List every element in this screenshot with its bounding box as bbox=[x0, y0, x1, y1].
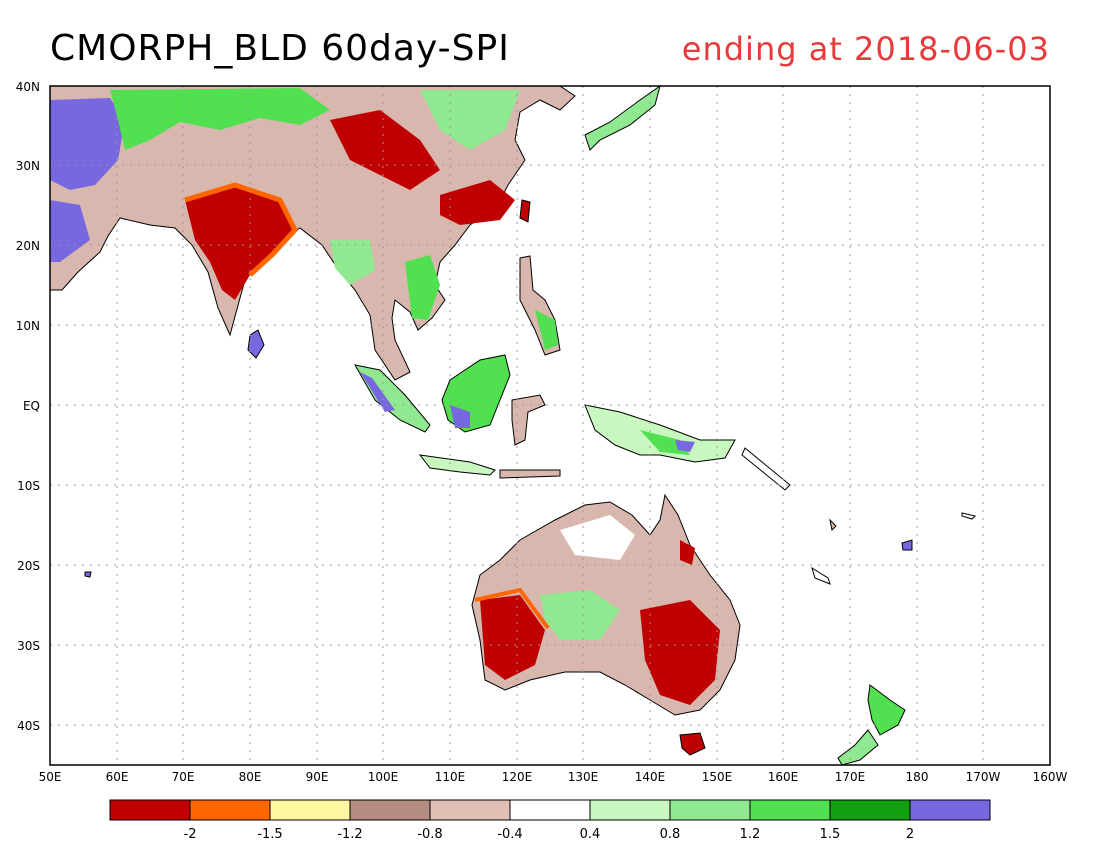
lon-label: 80E bbox=[239, 770, 262, 784]
colorbar-swatch bbox=[509, 799, 591, 821]
india-orange-rim bbox=[184, 182, 299, 277]
lat-label: 20S bbox=[17, 559, 40, 573]
lon-label: 180 bbox=[906, 770, 929, 784]
sumatra-wet bbox=[360, 372, 395, 412]
new-zealand-north bbox=[867, 684, 906, 736]
borneo bbox=[441, 354, 511, 433]
colorbar-boxes bbox=[109, 799, 991, 821]
lon-label: 110E bbox=[435, 770, 466, 784]
arabia-wet bbox=[50, 200, 90, 262]
new-caledonia bbox=[811, 566, 831, 585]
lat-label: 10S bbox=[17, 479, 40, 493]
taiwan bbox=[519, 199, 531, 223]
mauritius bbox=[84, 571, 92, 578]
australia-sw-dry bbox=[480, 595, 545, 680]
lon-label: 160W bbox=[1033, 770, 1068, 784]
lon-label: 170E bbox=[835, 770, 866, 784]
indochina-wet bbox=[405, 255, 440, 320]
lon-label: 100E bbox=[368, 770, 399, 784]
india-dry bbox=[185, 185, 295, 300]
philippines-wet bbox=[535, 310, 558, 350]
lon-label: 50E bbox=[39, 770, 62, 784]
myanmar-wet bbox=[330, 240, 375, 285]
sulawesi bbox=[511, 394, 546, 446]
colorbar-label: 0.8 bbox=[660, 827, 681, 842]
lon-label: 120E bbox=[502, 770, 533, 784]
colorbar-swatch bbox=[349, 799, 431, 821]
samoa bbox=[961, 512, 976, 520]
colorbar-swatch bbox=[109, 799, 191, 821]
colorbar-swatch bbox=[269, 799, 351, 821]
lat-label: 30N bbox=[16, 159, 40, 173]
latitude-labels: 40N 30N 20N 10N EQ 10S 20S 30S 40S bbox=[16, 80, 40, 733]
colorbar-swatch bbox=[589, 799, 671, 821]
lat-label: EQ bbox=[23, 399, 40, 413]
se-china-dry bbox=[440, 180, 515, 225]
tasmania bbox=[679, 732, 706, 756]
lon-label: 140E bbox=[635, 770, 666, 784]
land-areas bbox=[50, 86, 976, 765]
new-zealand-south bbox=[837, 729, 879, 765]
map-grid bbox=[50, 86, 1050, 765]
lat-label: 40N bbox=[16, 80, 40, 94]
colorbar-label: 1.5 bbox=[820, 827, 841, 842]
fiji bbox=[901, 539, 913, 551]
colorbar-swatch bbox=[669, 799, 751, 821]
lon-label: 130E bbox=[568, 770, 599, 784]
colorbar-label: -0.8 bbox=[417, 827, 442, 842]
australia-orange bbox=[474, 587, 550, 630]
lon-label: 160E bbox=[768, 770, 799, 784]
lon-label: 60E bbox=[106, 770, 129, 784]
colorbar-swatch bbox=[189, 799, 271, 821]
lon-label: 170W bbox=[966, 770, 1001, 784]
colorbar-label: -1.2 bbox=[337, 827, 362, 842]
sri-lanka bbox=[247, 329, 265, 359]
green-band-2 bbox=[420, 90, 520, 150]
lat-label: 10N bbox=[16, 319, 40, 333]
central-asia-wet bbox=[50, 98, 125, 190]
vanuatu bbox=[829, 518, 837, 532]
map-subtitle-date: ending at 2018-06-03 bbox=[681, 30, 1050, 68]
colorbar-swatch bbox=[829, 799, 911, 821]
new-guinea-wet bbox=[640, 430, 690, 455]
colorbar-label: -0.4 bbox=[497, 827, 522, 842]
lat-label: 20N bbox=[16, 239, 40, 253]
lat-label: 30S bbox=[17, 639, 40, 653]
solomon-islands bbox=[741, 447, 791, 491]
longitude-labels: 50E 60E 70E 80E 90E 100E 110E 120E 130E … bbox=[39, 770, 1068, 784]
colorbar-swatch bbox=[749, 799, 831, 821]
lesser-sunda bbox=[499, 469, 561, 479]
new-guinea bbox=[584, 404, 736, 463]
china-dry bbox=[330, 110, 440, 190]
north-green-band bbox=[110, 88, 330, 150]
map-frame bbox=[49, 85, 1051, 766]
java bbox=[418, 454, 496, 476]
australia-se-dry bbox=[640, 600, 720, 705]
borneo-blue bbox=[450, 405, 470, 428]
map-title: CMORPH_BLD 60day-SPI bbox=[50, 28, 510, 69]
colorbar-label: 2 bbox=[906, 827, 914, 842]
asia-mainland bbox=[50, 86, 576, 381]
japan bbox=[584, 86, 661, 151]
lat-label: 40S bbox=[17, 719, 40, 733]
colorbar-label: 1.2 bbox=[740, 827, 761, 842]
lon-label: 150E bbox=[702, 770, 733, 784]
colorbar-swatch bbox=[909, 799, 991, 821]
australia-white-north bbox=[560, 515, 635, 560]
colorbar-label: 0.4 bbox=[580, 827, 601, 842]
colorbar-labels: -2 -1.5 -1.2 -0.8 -0.4 0.4 0.8 1.2 1.5 2 bbox=[184, 827, 915, 842]
colorbar-label: -1.5 bbox=[257, 827, 282, 842]
lon-label: 70E bbox=[172, 770, 195, 784]
australia-green-center bbox=[540, 590, 620, 640]
new-guinea-blue bbox=[675, 440, 695, 452]
colorbar-swatch bbox=[429, 799, 511, 821]
colorbar-label: -2 bbox=[184, 827, 197, 842]
lon-label: 90E bbox=[306, 770, 329, 784]
australia-ne-dry bbox=[680, 540, 695, 565]
